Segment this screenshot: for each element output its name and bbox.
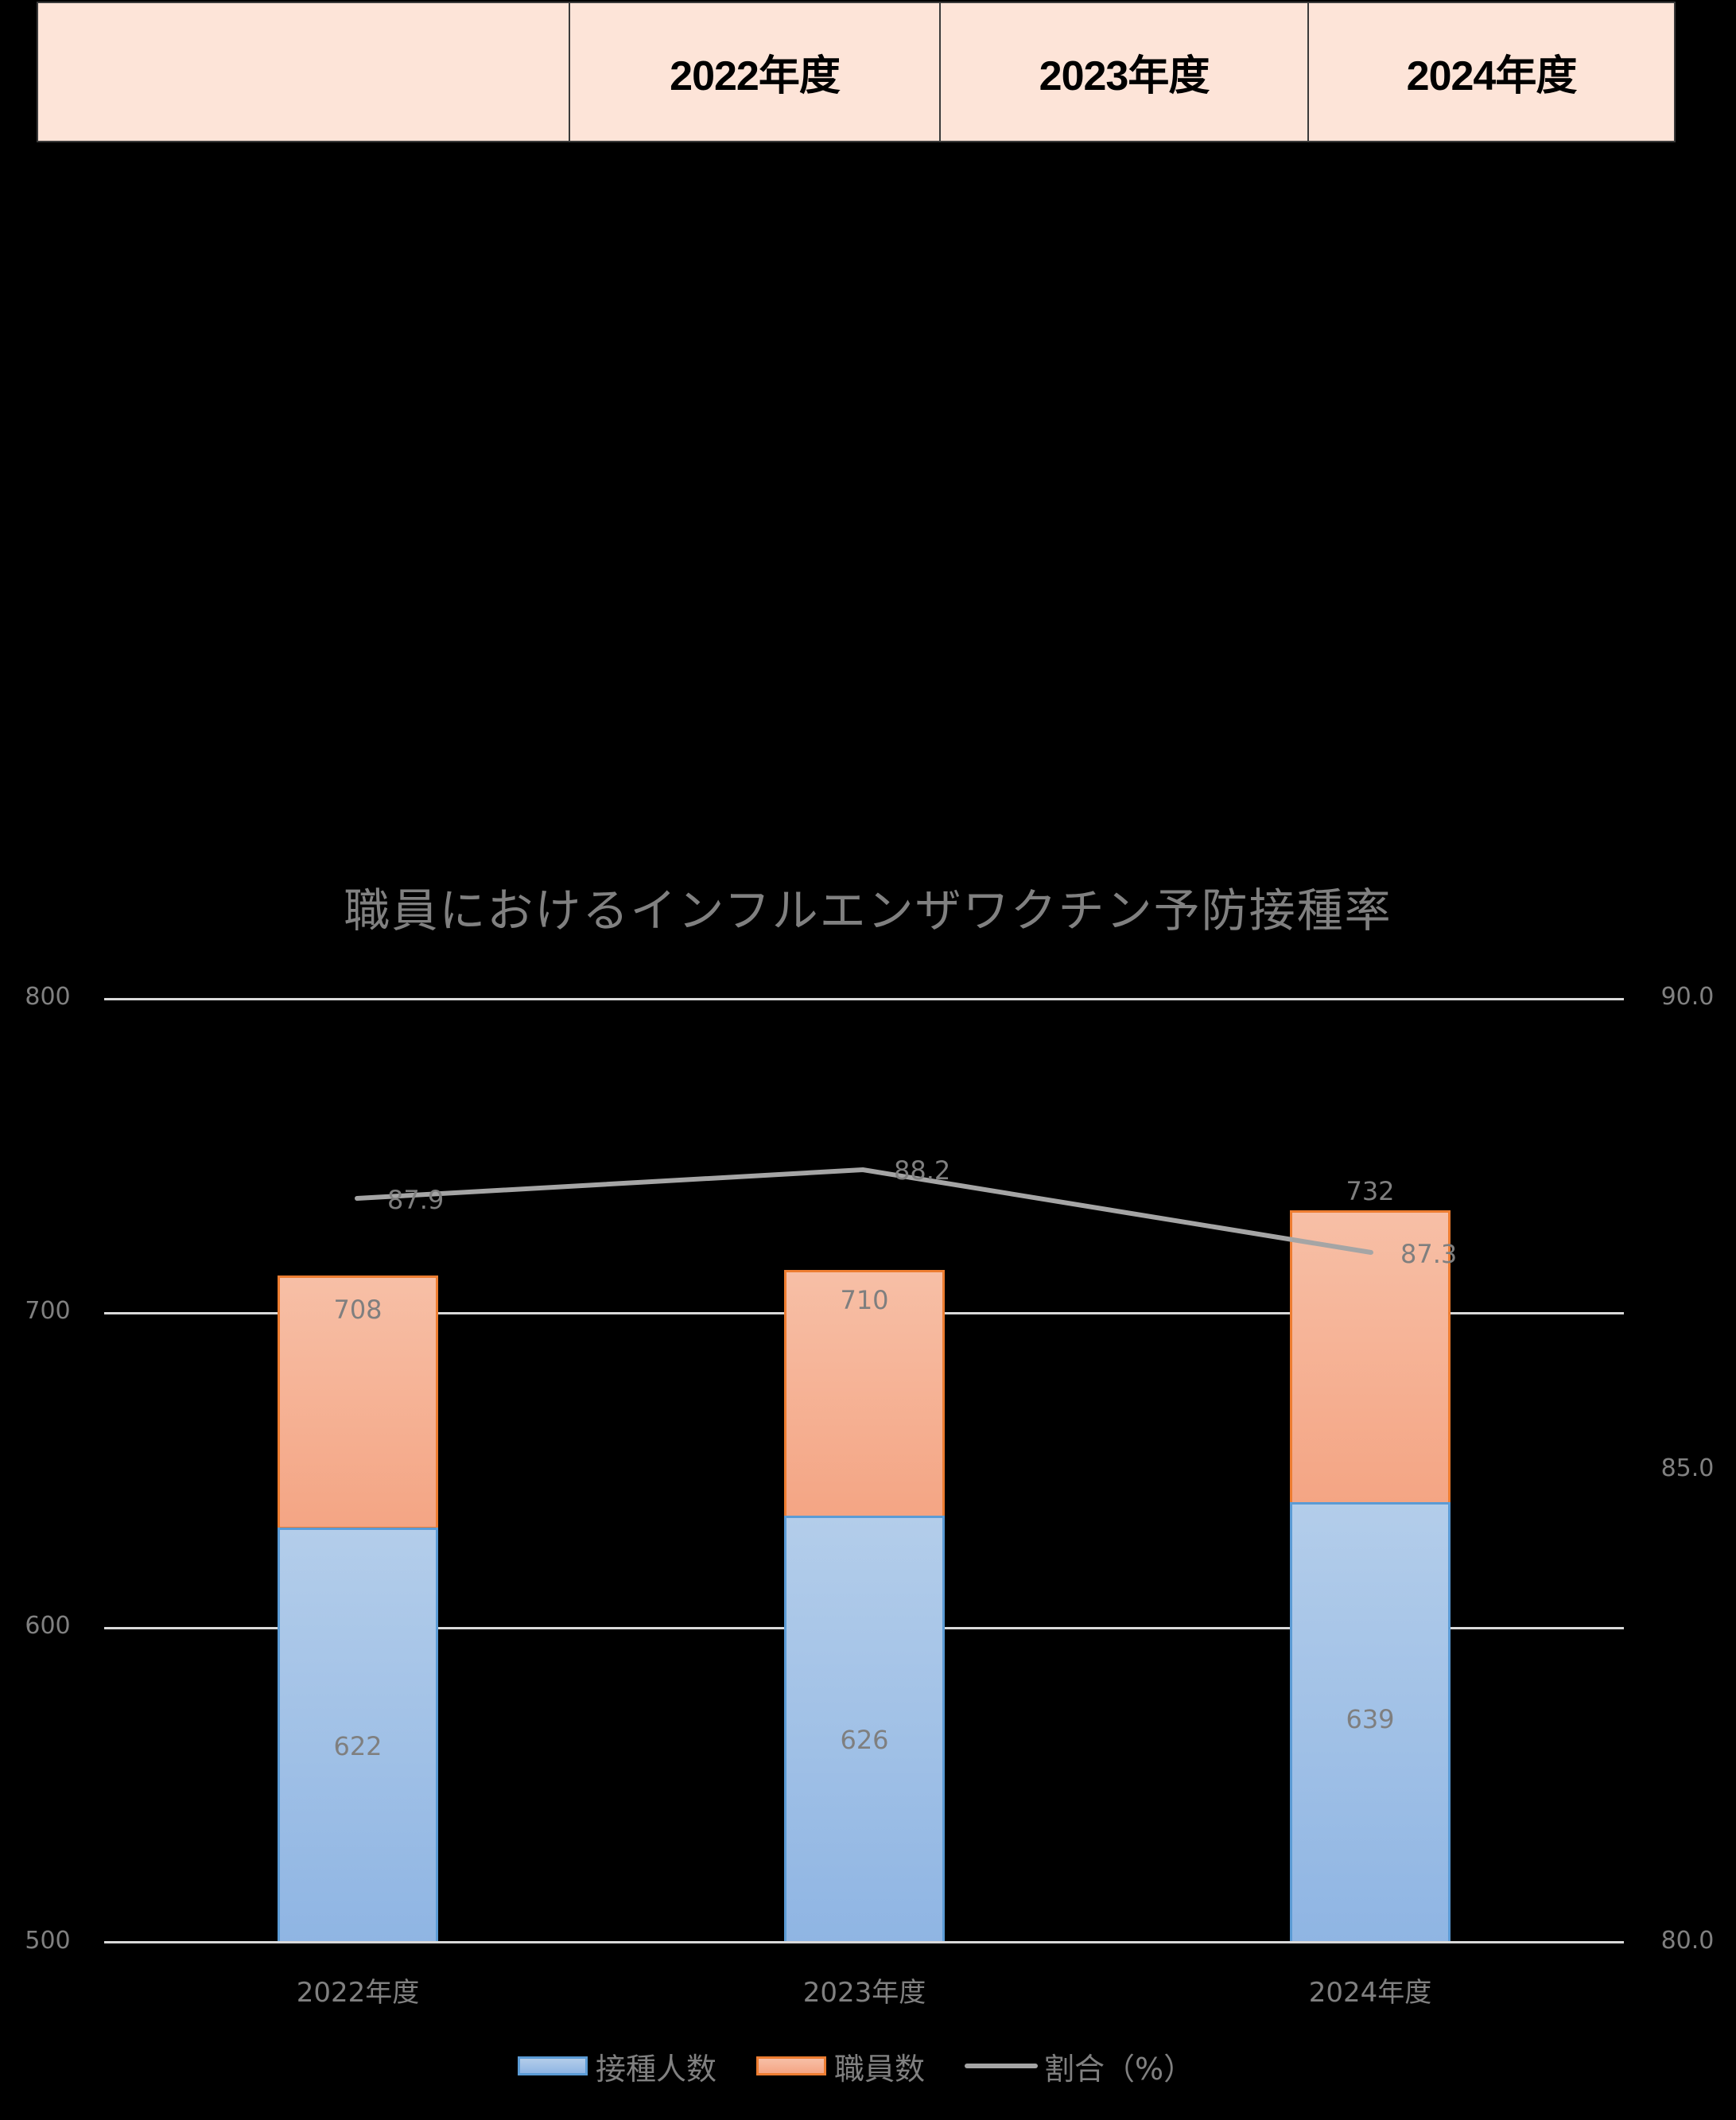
bar-label-staff-2024: 732 xyxy=(1346,1176,1395,1206)
right-axis-tick: 80.0 xyxy=(1660,1927,1715,1955)
header-cell-2023: 2023年度 xyxy=(939,3,1307,141)
right-axis-tick: 85.0 xyxy=(1660,1454,1715,1482)
bar-label-vaccinated-2024: 639 xyxy=(1346,1704,1395,1734)
bar-label-staff-2023: 710 xyxy=(840,1285,889,1315)
bar-label-staff-2022: 708 xyxy=(333,1295,383,1325)
legend-item-vaccinated[interactable]: 接種人数 xyxy=(518,2044,717,2088)
right-axis-tick: 90.0 xyxy=(1660,983,1715,1011)
bar-label-vaccinated-2023: 626 xyxy=(840,1725,889,1755)
line-label-2024: 87.3 xyxy=(1400,1239,1458,1269)
bar-label-vaccinated-2022: 622 xyxy=(333,1731,383,1761)
bar-staff-2023 xyxy=(784,1270,945,1518)
legend-item-staff[interactable]: 職員数 xyxy=(756,2044,925,2088)
header-cell-empty xyxy=(38,3,569,141)
legend-label-staff: 職員数 xyxy=(834,2051,926,2087)
legend: 接種人数 職員数 割合（%） xyxy=(518,2044,1233,2088)
bar-vaccinated-2022 xyxy=(278,1528,438,1943)
left-axis-tick: 500 xyxy=(25,1927,71,1955)
line-label-2022: 87.9 xyxy=(387,1185,445,1215)
legend-item-ratio[interactable]: 割合（%） xyxy=(965,2044,1194,2088)
bar-vaccinated-2024 xyxy=(1290,1502,1451,1943)
header-table: 2022年度 2023年度 2024年度 xyxy=(37,2,1676,142)
left-axis-tick: 800 xyxy=(25,983,71,1011)
x-axis-line xyxy=(104,1941,1624,1943)
legend-swatch-staff xyxy=(756,2056,827,2075)
legend-swatch-vaccinated xyxy=(518,2056,588,2075)
left-axis-tick: 600 xyxy=(25,1612,71,1640)
x-axis-tick-2024: 2024年度 xyxy=(1308,1977,1432,2009)
x-axis-tick-2022: 2022年度 xyxy=(296,1977,420,2009)
gridline-800 xyxy=(104,998,1624,1000)
legend-label-vaccinated: 接種人数 xyxy=(596,2051,717,2087)
bar-vaccinated-2023 xyxy=(784,1516,945,1943)
chart-title: 職員におけるインフルエンザワクチン予防接種率 xyxy=(344,883,1392,938)
legend-line-ratio-icon xyxy=(965,2064,1039,2068)
header-cell-2022: 2022年度 xyxy=(569,3,939,141)
header-cell-2024: 2024年度 xyxy=(1307,3,1674,141)
line-label-2023: 88.2 xyxy=(894,1155,951,1186)
left-axis-tick: 700 xyxy=(25,1297,71,1325)
legend-label-ratio: 割合（%） xyxy=(1044,2051,1194,2087)
x-axis-tick-2023: 2023年度 xyxy=(802,1977,926,2009)
